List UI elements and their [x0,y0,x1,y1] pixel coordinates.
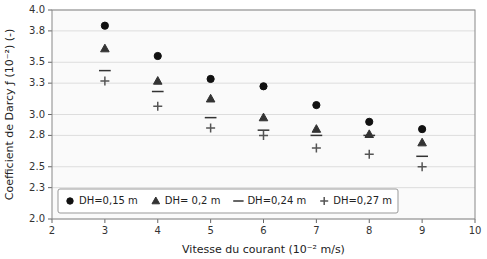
y-tick-label: 2.0 [29,213,45,224]
y-tick-label: 3.0 [29,109,45,120]
point [312,125,321,133]
point [365,130,374,138]
grid-line [52,62,475,63]
x-tick-label: 10 [469,225,482,236]
x-tick-label: 3 [102,225,108,236]
y-tick [48,187,52,188]
point [207,75,214,82]
series [101,22,425,133]
series [100,77,426,172]
y-axis-label: Coefficient de Darcy ƒ (10⁻²) (-) [3,29,16,200]
y-tick [48,83,52,84]
point [259,131,268,140]
point [313,101,320,108]
x-tick-label: 7 [313,225,319,236]
point [100,77,109,86]
axes: 2.0 2.3 2.5 2.8 3.0 3.3 3.5 3.8 4.0 2 3 4 5 6 7 8 9 10 [29,4,481,236]
legend-item: DH= 0,2 m [152,195,220,206]
point [153,102,162,111]
point [152,91,164,93]
y-tick [48,135,52,136]
grid-line [52,187,475,188]
legend-marker [152,197,160,204]
point [99,70,111,72]
point [365,150,374,159]
legend-marker [320,197,328,205]
y-tick-label: 2.3 [29,182,45,193]
legend-label: DH=0,15 m [79,195,138,206]
y-tick-label: 3.8 [29,25,45,36]
legend-label: DH= 0,2 m [165,195,221,206]
point [259,113,268,121]
point [258,129,270,131]
y-tick [48,114,52,115]
point [419,126,426,133]
y-tick [48,219,52,220]
legend-item: DH=0,15 m [67,195,138,206]
x-tick [316,219,317,223]
x-tick [475,219,476,223]
x-tick-label: 2 [49,225,55,236]
y-tick-label: 2.5 [29,161,45,172]
grid [52,10,475,219]
series [101,44,427,146]
x-tick [369,219,370,223]
plot-area [52,10,475,219]
point [206,94,215,102]
legend-box [58,189,398,213]
legend-marker [233,200,243,202]
y-tick [48,166,52,167]
legend-label: DH=0,27 m [333,195,392,206]
y-tick-label: 4.0 [29,4,45,15]
point [416,156,428,158]
point [205,117,217,119]
x-axis-label: Vitesse du courant (10⁻² m/s) [182,243,345,256]
series [99,71,428,157]
point [311,135,323,137]
x-tick [263,219,264,223]
x-tick-label: 9 [419,225,425,236]
chart: 2.0 2.3 2.5 2.8 3.0 3.3 3.5 3.8 4.0 2 3 4 5 6 7 8 9 10 Vit… [0,0,487,259]
grid-line [52,30,475,31]
point [366,118,373,125]
y-tick-label: 3.5 [29,56,45,67]
y-tick [48,62,52,63]
point [312,143,321,152]
x-tick-label: 6 [260,225,266,236]
y-tick [48,30,52,31]
x-tick [210,219,211,223]
legend-item: DH=0,24 m [233,195,306,206]
x-tick-label: 4 [155,225,161,236]
point [260,83,267,90]
x-tick [52,219,53,223]
x-tick-label: 8 [366,225,372,236]
x-tick-label: 5 [207,225,213,236]
x-tick [104,219,105,223]
data [99,22,428,171]
legend-label: DH=0,24 m [247,195,306,206]
point [206,124,215,133]
point [153,77,162,85]
y-tick [48,10,52,11]
grid-line [52,166,475,167]
point [418,138,427,146]
point [101,44,110,52]
point [418,162,427,171]
point [101,22,108,29]
plot-frame [52,10,475,219]
x-tick [422,219,423,223]
point [154,52,161,59]
legend: DH=0,15 m DH= 0,2 m DH=0,24 m DH=0,27 m [58,189,398,213]
y-tick-label: 2.8 [29,129,45,140]
y-tick-label: 3.3 [29,77,45,88]
legend-item: DH=0,27 m [320,195,392,206]
point [363,135,375,137]
legend-marker [67,198,73,204]
x-tick [157,219,158,223]
